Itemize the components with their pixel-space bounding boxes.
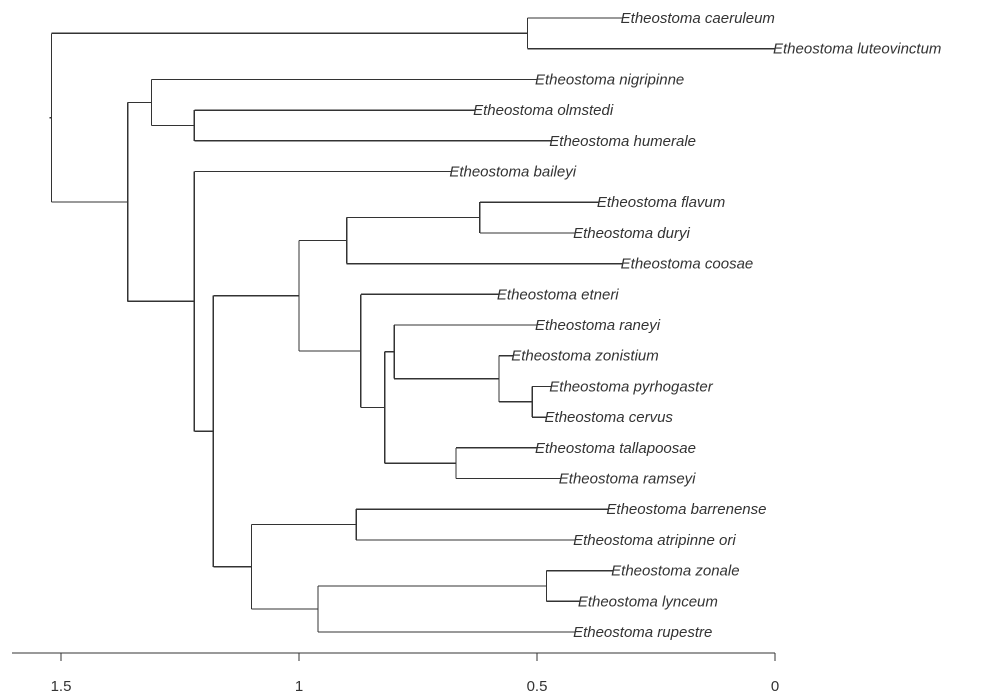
tip-label-etheostoma-duryi: Etheostoma duryi [573,225,690,242]
axis-tick-label-1: 1 [295,678,303,695]
tip-label-etheostoma-tallapoosae: Etheostoma tallapoosae [535,440,696,457]
tip-label-etheostoma-raneyi: Etheostoma raneyi [535,317,661,334]
axis-tick-label-1-5: 1.5 [51,678,72,695]
tip-label-etheostoma-olmstedi: Etheostoma olmstedi [473,102,614,119]
tip-label-etheostoma-etneri: Etheostoma etneri [497,286,619,303]
axis-tick-label-0: 0 [771,678,779,695]
tip-label-etheostoma-lynceum: Etheostoma lynceum [578,593,718,610]
time-axis: 1.5 1 0.5 0 [12,652,779,695]
tip-label-etheostoma-flavum: Etheostoma flavum [597,194,725,211]
tip-label-etheostoma-rupestre: Etheostoma rupestre [573,624,712,641]
tree-branches [49,17,775,633]
tip-label-etheostoma-ramseyi: Etheostoma ramseyi [559,471,696,488]
tip-labels: Etheostoma caeruleum Etheostoma luteovinc… [449,10,941,641]
tip-label-etheostoma-zonale: Etheostoma zonale [611,563,739,580]
axis-tick-label-0-5: 0.5 [527,678,548,695]
tip-label-etheostoma-cervus: Etheostoma cervus [545,409,674,426]
tip-label-etheostoma-nigripinne: Etheostoma nigripinne [535,71,684,88]
tip-label-etheostoma-luteovinctum: Etheostoma luteovinctum [773,41,941,58]
tip-label-etheostoma-caeruleum: Etheostoma caeruleum [621,10,775,27]
tip-label-etheostoma-pyrhogaster: Etheostoma pyrhogaster [549,378,713,395]
tip-label-etheostoma-baileyi: Etheostoma baileyi [449,164,576,181]
tip-label-etheostoma-humerale: Etheostoma humerale [549,133,696,150]
tip-label-etheostoma-zonistium: Etheostoma zonistium [511,348,659,365]
tip-label-etheostoma-barrenense: Etheostoma barrenense [606,501,766,518]
tip-label-etheostoma-coosae: Etheostoma coosae [621,256,754,273]
tip-label-etheostoma-atripinne-ori: Etheostoma atripinne ori [573,532,736,549]
